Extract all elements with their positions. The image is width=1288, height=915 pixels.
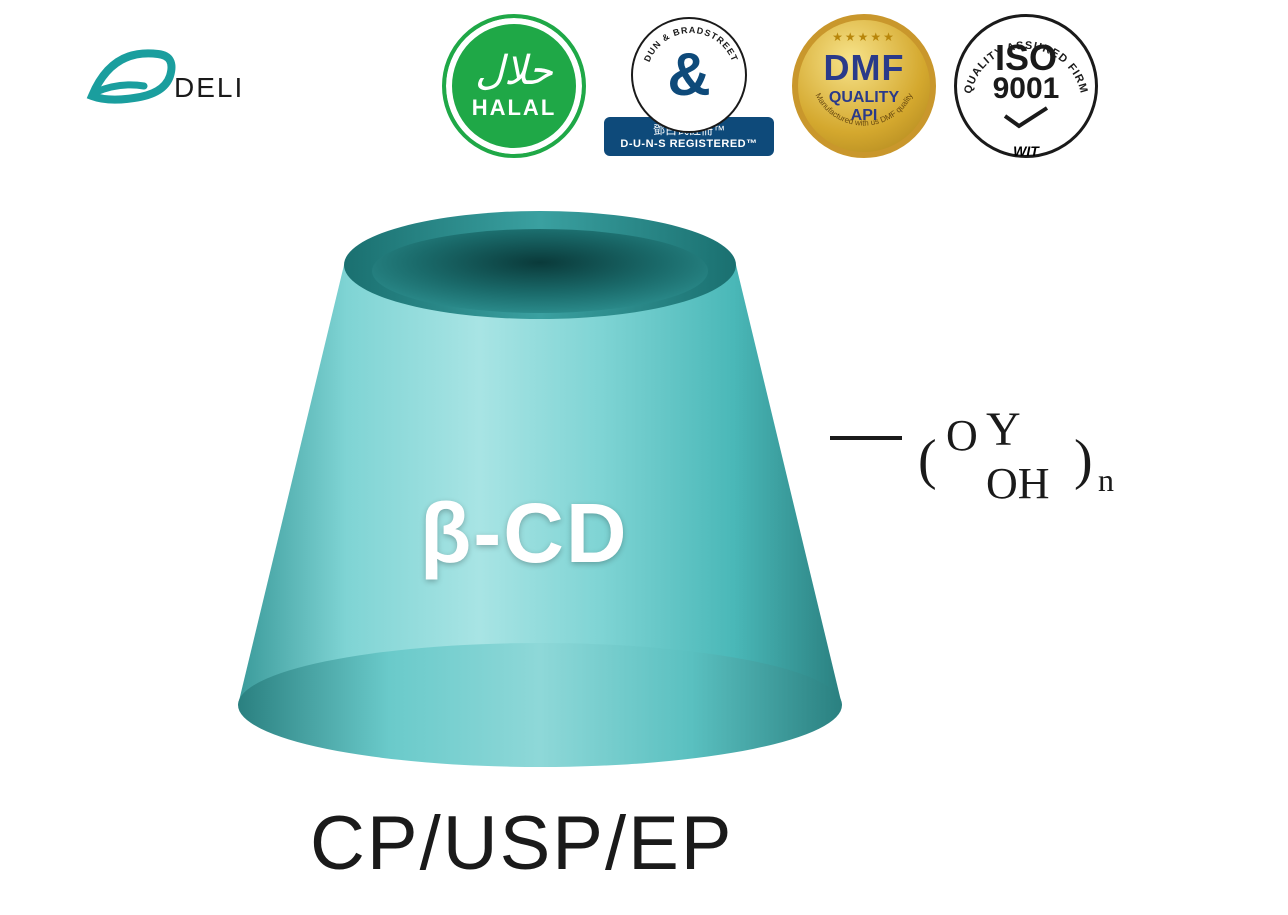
svg-text:DUN & BRADSTREET: DUN & BRADSTREET — [642, 24, 740, 62]
cert-badges: حلال HALAL DUN & BRADSTREET & 鄧白氏註冊™ D-U… — [442, 14, 1098, 158]
formula-branch-icon: Y — [986, 402, 1021, 457]
dmf-arc-text-icon: Manufactured with us DMF quality — [792, 14, 936, 158]
halal-text: HALAL — [472, 95, 557, 121]
duns-circle: DUN & BRADSTREET & — [631, 17, 747, 133]
formula-subscript-n: n — [1098, 462, 1114, 499]
formula-bond-icon — [830, 436, 902, 440]
formula-paren-left: ( — [918, 428, 937, 492]
duns-registered: D-U-N-S REGISTERED™ — [612, 138, 766, 150]
halal-badge: حلال HALAL — [442, 14, 586, 158]
brand-name: DELI — [174, 72, 244, 104]
cyclodextrin-diagram: β-CD — [220, 185, 860, 790]
svg-text:Manufactured with us DMF quali: Manufactured with us DMF quality — [813, 92, 914, 128]
duns-arc-text-icon: DUN & BRADSTREET — [633, 19, 749, 135]
duns-badge: DUN & BRADSTREET & 鄧白氏註冊™ D-U-N-S REGIST… — [604, 17, 774, 156]
formula-paren-right: ) — [1074, 428, 1093, 492]
beta-cd-label: β-CD — [420, 485, 629, 582]
dmf-badge: ★★★★★ DMF QUALITY API Manufactured with … — [792, 14, 936, 158]
halal-script: حلال — [475, 51, 553, 91]
formula-hydroxyl: OH — [986, 458, 1050, 509]
iso-badge: QUALITY ASSURED FIRM ISO 9001 WIT — [954, 14, 1098, 158]
brand-logo: DELI — [80, 36, 244, 108]
brand-swoosh-icon — [80, 36, 180, 108]
iso-arc-text-icon: QUALITY ASSURED FIRM — [954, 14, 1098, 158]
svg-text:QUALITY ASSURED FIRM: QUALITY ASSURED FIRM — [962, 40, 1090, 95]
iso-mark: WIT — [1013, 143, 1039, 159]
pharmacopoeia-label: CP/USP/EP — [310, 800, 733, 887]
formula-oxygen: O — [946, 410, 978, 461]
